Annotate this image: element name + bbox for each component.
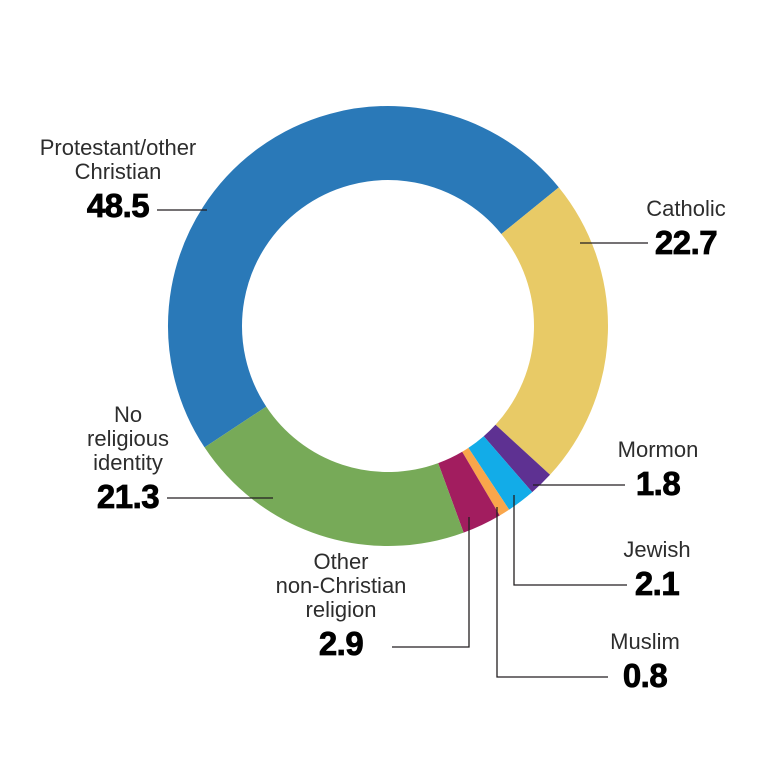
leader-lines: [157, 209, 648, 678]
callout-protestant-other-christian: Protestant/other Christian 48.5: [8, 135, 228, 224]
segment-value: 0.8: [622, 657, 668, 694]
donut-segment-3: [467, 435, 533, 510]
callout-mormon: Mormon 1.8: [578, 437, 738, 502]
callout-no-religious-identity: No religious identity 21.3: [38, 402, 218, 515]
segment-label: Other non-Christian religion: [275, 549, 407, 622]
leader-line-5: [392, 517, 470, 648]
callout-jewish: Jewish 2.1: [577, 537, 737, 602]
donut-segment-6: [204, 405, 464, 546]
donut-segment-1: [494, 187, 608, 475]
donut-segment-5: [437, 451, 500, 533]
segment-label: No religious identity: [87, 402, 169, 475]
leader-line-4: [496, 507, 608, 678]
donut-segment-0: [168, 106, 559, 448]
callout-muslim: Muslim 0.8: [565, 629, 725, 694]
segment-label: Protestant/other Christian: [39, 135, 197, 184]
segment-label: Jewish: [623, 537, 691, 562]
segment-value: 48.5: [86, 187, 150, 224]
callout-other-non-christian: Other non-Christian religion 2.9: [231, 549, 451, 662]
leader-line-3: [513, 495, 627, 586]
donut-segments: [168, 106, 608, 546]
segment-value: 2.1: [634, 565, 680, 602]
segment-value: 1.8: [635, 465, 681, 502]
donut-segment-2: [483, 424, 551, 493]
segment-label: Muslim: [610, 629, 680, 654]
segment-label: Catholic: [646, 196, 726, 221]
segment-label: Mormon: [617, 437, 699, 462]
callout-catholic: Catholic 22.7: [606, 196, 766, 261]
segment-value: 2.9: [318, 625, 364, 662]
donut-segment-4: [461, 447, 510, 516]
segment-value: 21.3: [96, 478, 160, 515]
segment-value: 22.7: [654, 224, 718, 261]
